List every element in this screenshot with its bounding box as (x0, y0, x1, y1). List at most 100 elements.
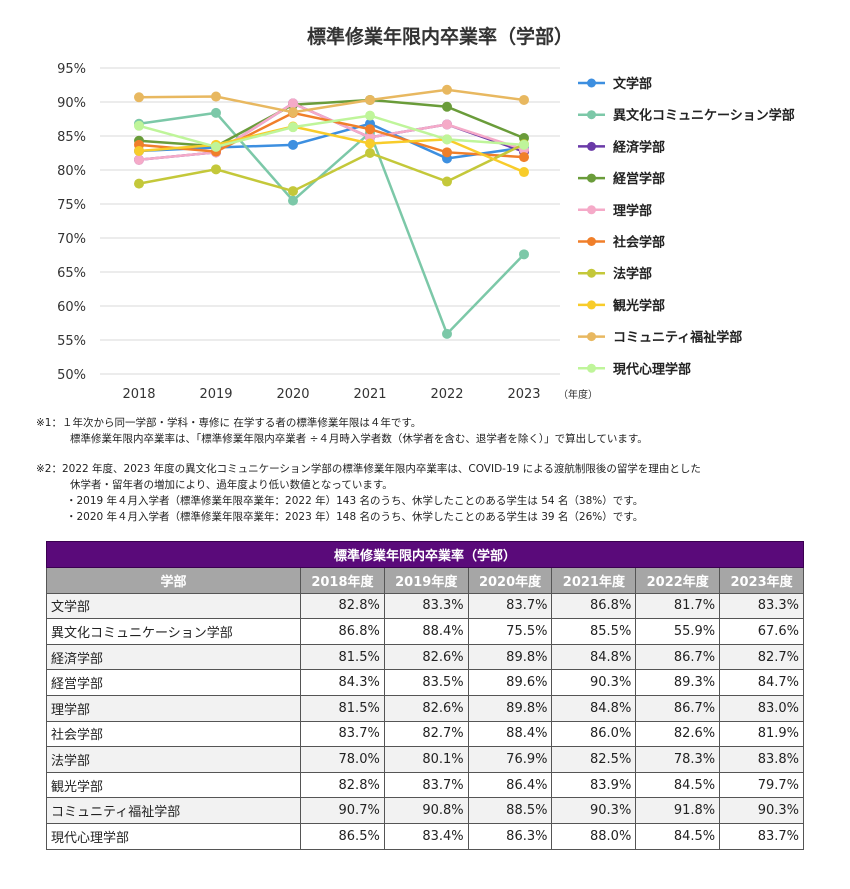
rate-cell: 83.7% (383, 771, 469, 799)
y-tick-label: 85% (57, 130, 86, 145)
data-point (134, 154, 144, 165)
column-header: 学部 (46, 567, 301, 594)
data-point (519, 139, 529, 150)
table-row: 観光学部 82.8% 83.7% 86.4% 83.9% 84.5% 79.7% (46, 771, 804, 799)
faculty-name-cell: コミュニティ福祉学部 (46, 797, 301, 824)
data-point (211, 91, 221, 102)
legend-item: 経済学部 (578, 139, 665, 155)
legend-label: 理学部 (613, 203, 652, 219)
rate-cell: 67.6% (719, 618, 804, 645)
x-tick-label: 2021 (353, 387, 386, 402)
note-1: ※1：１年次から同一学部・学科・専修に 在学する者の標準修業年限は４年です。 標… (36, 415, 648, 447)
legend-marker (587, 363, 596, 373)
rate-cell: 83.5% (383, 669, 469, 696)
grid (100, 67, 560, 375)
table-row: 社会学部 83.7% 82.7% 88.4% 86.0% 82.6% 81.9% (46, 720, 804, 748)
y-tick-label: 60% (57, 300, 86, 315)
table-row: 経営学部 84.3% 83.5% 89.6% 90.3% 89.3% 84.7% (46, 669, 804, 696)
series-line (138, 111, 525, 337)
rate-cell: 85.5% (551, 618, 637, 645)
legend-marker (587, 237, 596, 246)
rate-cell: 90.3% (551, 669, 637, 696)
table-row: 現代心理学部 86.5% 83.4% 86.3% 88.0% 84.5% 83.7% (46, 822, 804, 850)
rate-cell: 82.8% (300, 592, 385, 620)
x-tick-label: 2019 (199, 387, 232, 402)
data-point (365, 148, 375, 158)
rate-cell: 80.1% (383, 746, 469, 773)
faculty-name-cell: 異文化コミュニケーション学部 (46, 618, 301, 645)
table-row: 文学部 82.8% 83.3% 83.7% 86.8% 81.7% 83.3% (46, 592, 804, 620)
rate-cell: 90.7% (300, 797, 385, 824)
rate-cell: 88.5% (467, 797, 553, 824)
rate-cell: 82.7% (383, 720, 469, 748)
column-header: 2021年度 (551, 567, 637, 594)
rate-cell: 86.8% (551, 592, 637, 620)
rate-cell: 89.3% (635, 669, 721, 696)
data-table: 標準修業年限内卒業率（学部） 学部 2018年度 2019年度 2020年度 2021年… (46, 541, 804, 850)
series-line (138, 143, 525, 193)
legend-label: 文学部 (613, 76, 652, 92)
table-row: 法学部 78.0% 80.1% 76.9% 82.5% 78.3% 83.8% (46, 746, 804, 773)
data-point (442, 84, 452, 95)
data-point (288, 195, 298, 206)
rate-cell: 83.7% (467, 592, 553, 620)
rate-cell: 82.6% (635, 720, 721, 748)
legend-item: 経営学部 (578, 171, 665, 187)
legend-marker (587, 110, 596, 120)
x-tick-label: 2020 (276, 387, 309, 402)
data-point (442, 147, 452, 158)
y-tick-label: 90% (57, 96, 86, 111)
y-tick-label: 65% (57, 266, 86, 281)
rate-cell: 78.3% (635, 746, 721, 773)
rate-cell: 81.5% (300, 694, 385, 722)
rate-cell: 90.8% (383, 797, 469, 824)
note-2-line-3: ・2019 年４月入学者（標準修業年限卒業年：2022 年）143 名のうち、休… (66, 495, 644, 507)
data-point (519, 94, 529, 105)
column-header: 2022年度 (635, 567, 721, 594)
data-point (519, 152, 529, 163)
series-line (138, 125, 525, 174)
rate-cell: 83.8% (719, 746, 804, 773)
rate-cell: 86.3% (467, 822, 553, 850)
x-axis-unit: （年度） (558, 388, 598, 401)
legend-label: 法学部 (613, 266, 652, 282)
rate-cell: 86.0% (551, 720, 637, 748)
faculty-name-cell: 社会学部 (46, 720, 301, 748)
rate-cell: 84.3% (300, 669, 385, 696)
legend-marker (587, 141, 596, 151)
series (134, 107, 529, 339)
data-point (365, 110, 375, 121)
rate-cell: 83.9% (551, 771, 637, 799)
rate-cell: 90.3% (551, 797, 637, 824)
line-chart: 標準修業年限内卒業率（学部） 50% 55% 60% 65% 70% 75% 80% 85% 9… (57, 25, 795, 402)
legend-item: 観光学部 (578, 298, 665, 314)
data-point (134, 120, 144, 131)
table-body: 文学部 82.8% 83.3% 83.7% 86.8% 81.7% 83.3% 異文化コミュニ… (46, 592, 804, 850)
note-2-line-2: 休学者・留年者の増加により、過年度より低い数値となっています。 (70, 479, 393, 491)
rate-cell: 78.0% (300, 746, 385, 773)
x-tick-label: 2023 (507, 387, 540, 402)
rate-cell: 82.7% (719, 643, 804, 671)
legend-label: 異文化コミュニケーション学部 (613, 108, 795, 124)
data-point (365, 138, 375, 149)
rate-cell: 76.9% (467, 746, 553, 773)
column-header: 2019年度 (383, 567, 469, 594)
rate-cell: 82.6% (383, 643, 469, 671)
data-point (442, 101, 452, 112)
faculty-name-cell: 文学部 (46, 592, 301, 620)
legend-item: 文学部 (578, 76, 652, 92)
legend-label: 観光学部 (612, 298, 665, 314)
data-point (288, 98, 298, 109)
data-point (519, 249, 529, 260)
faculty-name-cell: 経済学部 (46, 643, 301, 671)
data-point (211, 141, 221, 152)
data-point (211, 107, 221, 118)
legend-label: 現代心理学部 (613, 361, 691, 377)
rate-cell: 83.4% (383, 822, 469, 850)
rate-cell: 89.8% (467, 643, 553, 671)
series-line (138, 88, 525, 114)
rate-cell: 55.9% (635, 618, 721, 645)
note-2-line-4: ・2020 年４月入学者（標準修業年限卒業年：2023 年）148 名のうち、休… (66, 511, 644, 523)
data-point (134, 178, 144, 189)
faculty-name-cell: 現代心理学部 (46, 822, 301, 850)
